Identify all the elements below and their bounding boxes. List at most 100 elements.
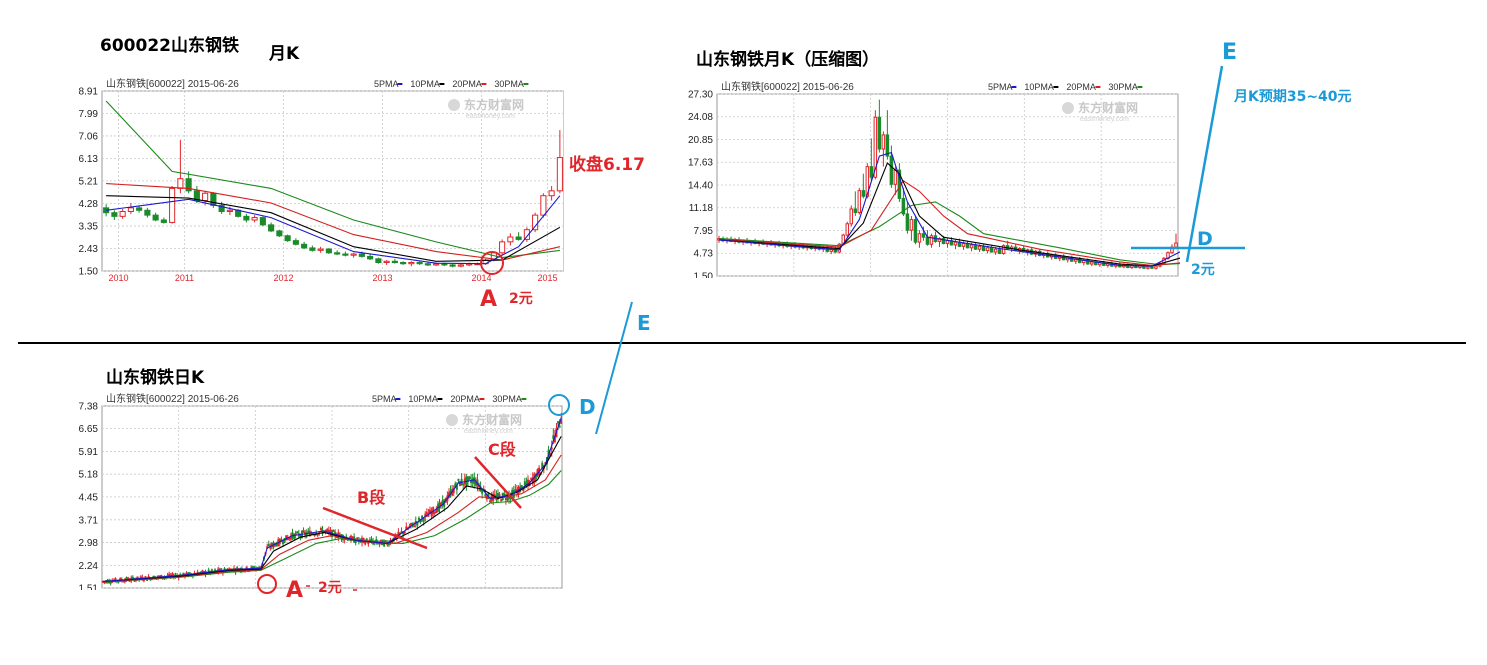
x-tick-label: 2012 [273, 273, 293, 281]
daily-e-trend-line [595, 301, 633, 435]
candle-body [291, 532, 294, 538]
monthly-point-a-label: A [480, 287, 498, 312]
candle-body [267, 544, 270, 547]
candle-body [901, 197, 906, 215]
candle-body [362, 537, 365, 541]
y-tick-label: 7.95 [694, 226, 714, 237]
candle-body [384, 540, 387, 543]
candle-body [1150, 266, 1154, 269]
candle-body [301, 243, 308, 249]
candle-body [865, 166, 870, 197]
legend-swatch [523, 83, 529, 85]
candle-body [913, 219, 918, 243]
candle-body [849, 208, 854, 225]
monthly-chart-title: 600022山东钢铁 [100, 36, 239, 56]
candle-body [326, 529, 329, 532]
legend-item-label: 5PMA [374, 79, 399, 89]
watermark-text: 东方财富网 [1078, 100, 1138, 115]
x-tick-label: 2013 [372, 273, 392, 281]
monthly-price-2-label: 2元 [509, 291, 533, 307]
compressed-price-2-label: 2元 [1191, 262, 1215, 278]
y-tick-label: 5.21 [79, 176, 99, 187]
daily-chart-title: 山东钢铁日K [106, 368, 205, 388]
daily-point-d-circle [548, 394, 570, 416]
candle-body [329, 529, 332, 534]
watermark-text: 东方财富网 [462, 412, 522, 427]
watermark-text: 东方财富网 [464, 97, 524, 112]
y-tick-label: 4.28 [79, 199, 99, 210]
candle-body [268, 224, 275, 232]
candle-body [500, 499, 503, 502]
compressed-point-e-label: E [1222, 40, 1238, 65]
candle-body [424, 263, 431, 266]
watermark-logo-icon [446, 414, 458, 426]
legend-item-label: 30PMA [1108, 82, 1138, 92]
candle-body [504, 498, 507, 501]
candle-body [993, 248, 998, 253]
candle-body [119, 210, 126, 217]
candle-body [468, 476, 471, 479]
candle-body [293, 533, 296, 539]
y-tick-label: 2.98 [79, 538, 99, 549]
candle-body [136, 207, 143, 211]
y-tick-label: 1.51 [79, 584, 99, 591]
ma-line-5pma [102, 417, 562, 583]
compressed-candlestick-svg: 山东钢铁[600022] 2015-06-26 5PMA 10PMA 20PMA 30P… [688, 81, 1180, 278]
y-tick-label: 1.50 [79, 267, 99, 278]
candle-body [152, 214, 159, 221]
compressed-point-d-label: D [1197, 228, 1213, 250]
candle-body [309, 247, 316, 251]
compressed-chart: 山东钢铁[600022] 2015-06-26 5PMA 10PMA 20PMA 30P… [667, 81, 1180, 278]
legend-swatch [1011, 86, 1017, 88]
candle-body [342, 253, 349, 256]
candle-body [307, 530, 310, 533]
candle-body [909, 219, 914, 231]
ma-line-5pma [718, 151, 1180, 267]
candle-body [522, 488, 525, 491]
candle-body [361, 537, 364, 543]
candle-body [332, 530, 335, 533]
candle-body [251, 566, 254, 569]
x-tick-label: 2011 [175, 273, 194, 281]
legend-swatch [1095, 86, 1101, 88]
legend-swatch [437, 398, 443, 400]
candle-body [558, 425, 561, 428]
monthly-candlestick-svg: 山东钢铁[600022] 2015-06-26 5PMA 10PMA 20PMA 30P… [79, 77, 564, 281]
candle-body [169, 187, 176, 223]
watermark-subtext: eastmoney.com [466, 113, 515, 120]
y-tick-label: 4.45 [79, 492, 99, 503]
candle-body [449, 264, 456, 267]
candle-body [131, 576, 134, 579]
candle-body [459, 481, 462, 487]
candle-body [226, 209, 233, 212]
legend-swatch [439, 83, 445, 85]
candle-body [857, 190, 862, 214]
ma-line-20pma [718, 180, 1180, 266]
candle-body [556, 157, 563, 192]
legend-swatch [1137, 86, 1143, 88]
legend-item-label: 20PMA [1066, 82, 1096, 92]
legend-swatch [479, 398, 485, 400]
candle-body [462, 483, 465, 486]
candle-body [299, 534, 302, 537]
candle-body [449, 490, 452, 493]
candle-body [351, 536, 354, 539]
candle-body [523, 481, 526, 486]
y-tick-label: 4.73 [694, 249, 714, 260]
candle-body [296, 531, 299, 534]
y-tick-label: 27.30 [688, 90, 713, 101]
daily-point-a-label: A [286, 578, 304, 603]
candle-body [251, 217, 258, 221]
candle-body [276, 230, 283, 237]
candle-body [560, 420, 563, 424]
candle-body [503, 493, 506, 496]
candle-body [259, 217, 266, 226]
candle-body [185, 178, 192, 192]
candle-body [400, 261, 407, 265]
candle-body [917, 233, 922, 243]
close-price-label: 收盘6.17 [569, 155, 645, 175]
y-tick-label: 3.35 [79, 222, 99, 233]
candle-body [160, 219, 167, 223]
candle-body [969, 244, 974, 249]
daily-b-segment-line [322, 506, 428, 550]
